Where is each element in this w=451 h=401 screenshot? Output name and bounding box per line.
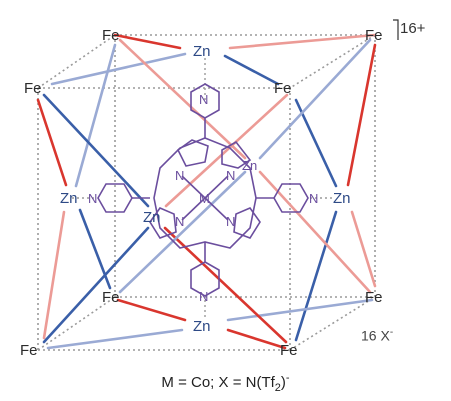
counterion-label: 16 X- <box>361 327 393 344</box>
fe-labels: Fe Fe Fe Fe Fe Fe Fe Fe <box>20 27 383 359</box>
caption-sup: - <box>285 372 290 384</box>
caption-sub: 2 <box>274 382 281 394</box>
zn-top: Zn <box>193 43 211 60</box>
dotted-cube-edges <box>37 34 376 351</box>
fe-zn-struts <box>36 33 377 350</box>
zn-back: Zn <box>242 158 257 173</box>
fe-top-front-right: Fe <box>274 80 292 97</box>
counterion-sup: - <box>389 327 394 338</box>
zn-labels: Zn Zn Zn Zn Zn Zn <box>60 43 351 335</box>
counterion-text: 16 X <box>361 327 390 344</box>
fe-bottom-back-left: Fe <box>102 289 120 306</box>
porphyrin-labels: N N N N N N N N M <box>88 92 318 304</box>
n-left-pyridine: N <box>88 191 97 206</box>
fe-top-back-right: Fe <box>365 27 383 44</box>
n-pyrrole-br: N <box>226 214 235 229</box>
n-pyrrole-bl: N <box>175 214 184 229</box>
metal-center: M <box>199 191 210 206</box>
fe-top-front-left: Fe <box>24 80 42 97</box>
fe-bottom-front-right: Fe <box>280 342 298 359</box>
n-top-pyridine: N <box>199 92 208 107</box>
zn-left: Zn <box>60 190 78 207</box>
caption-main: M = Co; X = N(Tf <box>161 374 275 391</box>
fe-bottom-back-right: Fe <box>365 289 383 306</box>
zn-right: Zn <box>333 190 351 207</box>
zn-bottom: Zn <box>193 318 211 335</box>
overall-charge: 16+ <box>400 20 426 37</box>
n-bottom-pyridine: N <box>199 289 208 304</box>
charge-bracket <box>393 19 399 40</box>
fe-top-back-left: Fe <box>102 27 120 44</box>
zn-front: Zn <box>143 209 161 226</box>
n-right-pyridine: N <box>309 191 318 206</box>
n-pyrrole-tr: N <box>226 168 235 183</box>
caption-close: ) <box>280 374 286 391</box>
inner-dotted-axes <box>72 58 335 318</box>
n-pyrrole-tl: N <box>175 168 184 183</box>
figure-caption: M = Co; X = N(Tf2)- <box>0 372 451 394</box>
fe-bottom-front-left: Fe <box>20 342 38 359</box>
porphyrin-ligand <box>97 83 309 297</box>
